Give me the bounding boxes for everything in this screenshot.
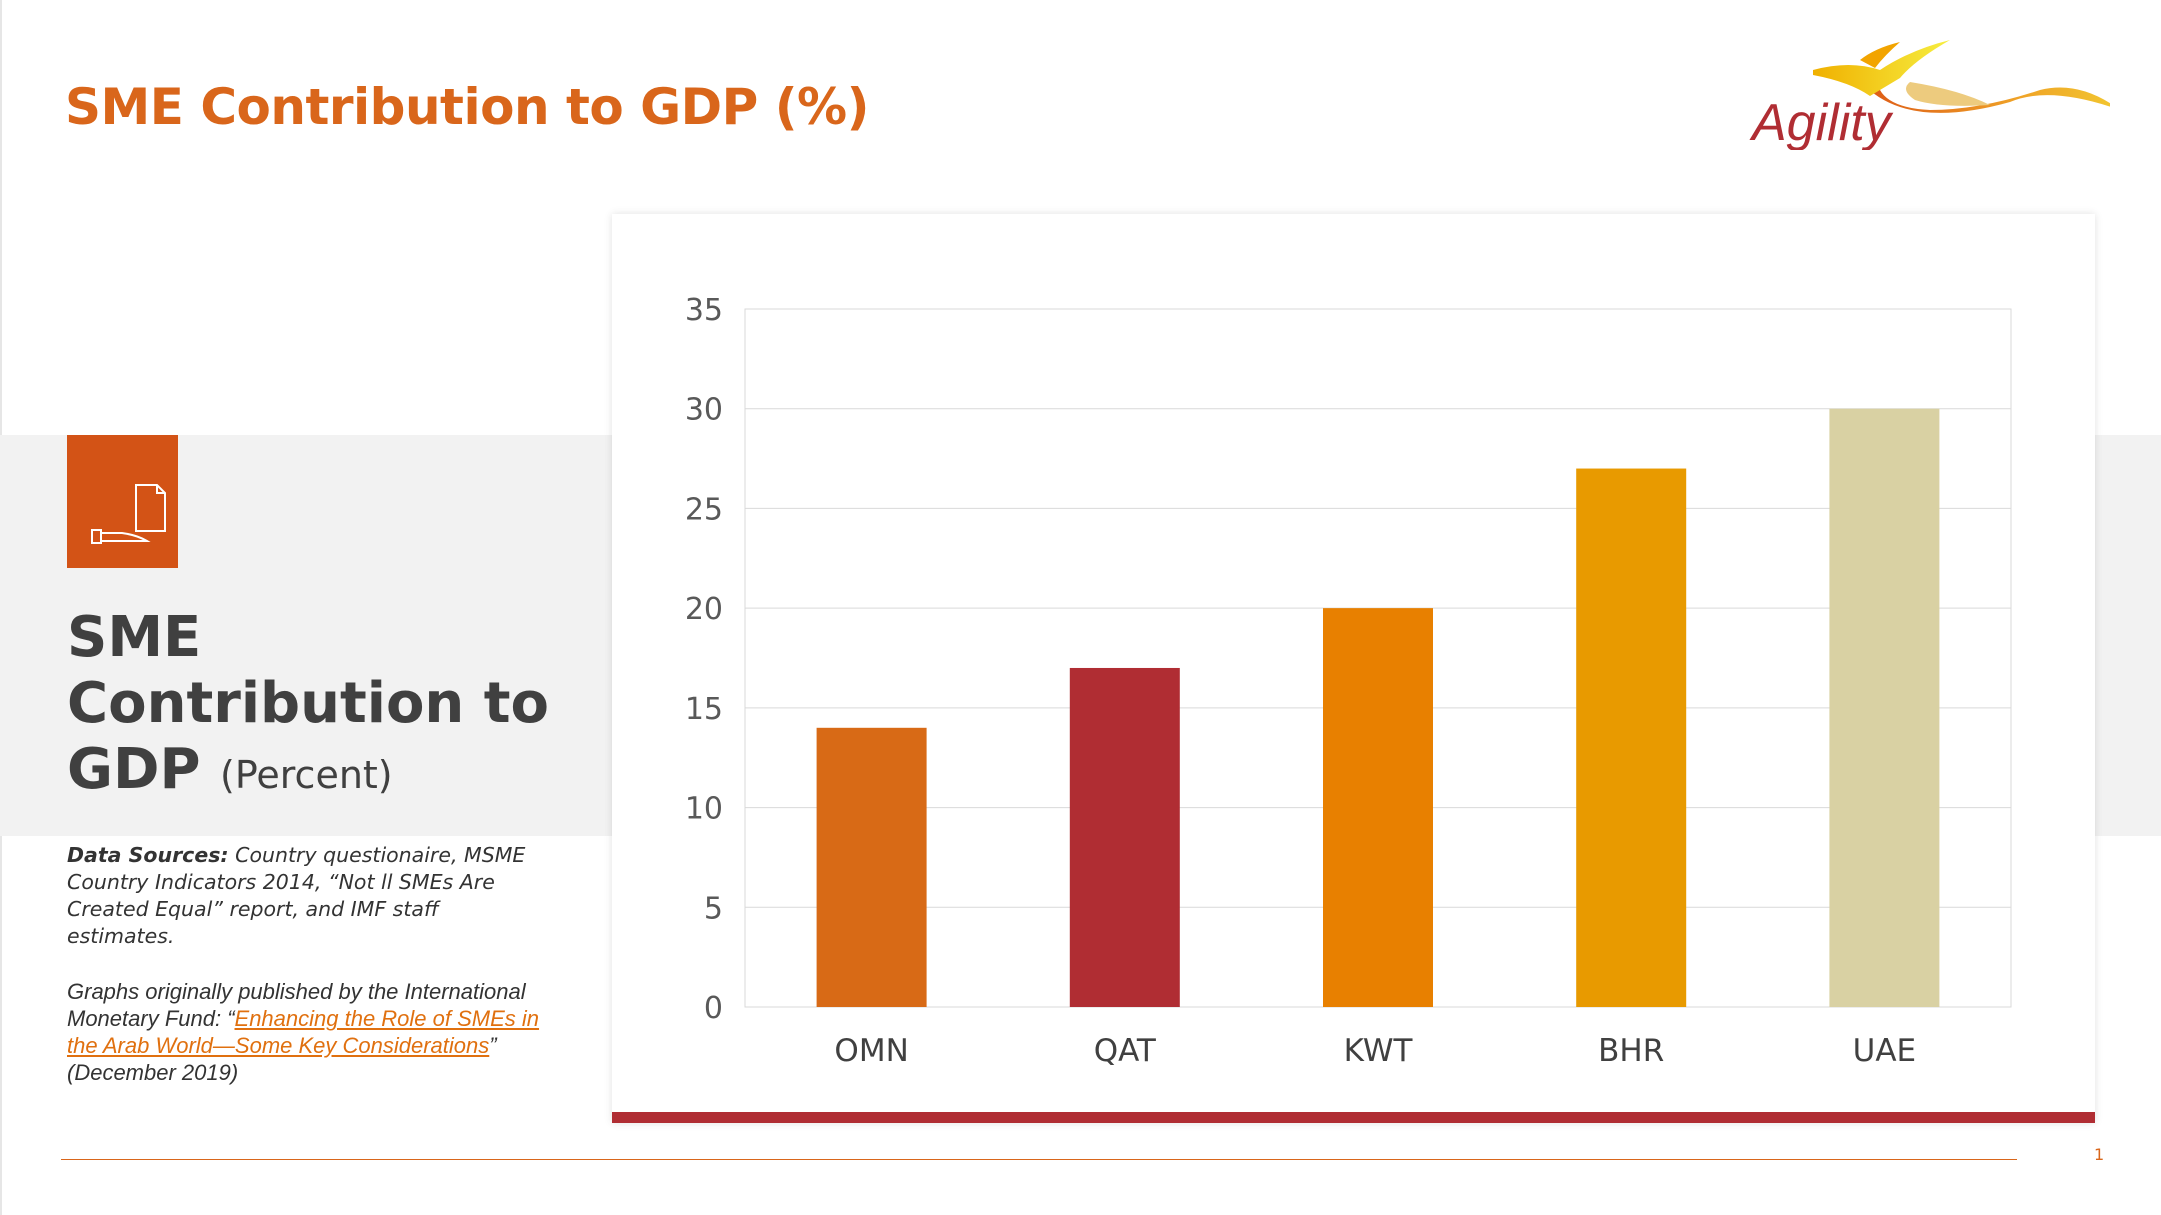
- document-hand-icon: [91, 484, 166, 544]
- sources-label: Data Sources:: [67, 843, 229, 867]
- x-tick-label: QAT: [1094, 1033, 1157, 1069]
- x-tick-label: KWT: [1344, 1033, 1414, 1069]
- y-tick-label: 10: [685, 792, 723, 827]
- y-tick-label: 0: [704, 991, 723, 1026]
- icon-box: [67, 435, 178, 568]
- x-tick-label: UAE: [1853, 1033, 1916, 1069]
- data-sources: Data Sources: Country questionaire, MSME…: [67, 842, 547, 950]
- y-tick-label: 20: [685, 592, 723, 627]
- bar-kwt: [1323, 608, 1433, 1007]
- bar-qat: [1069, 667, 1180, 1007]
- sources-text: Country questionaire, MSME Country Indic…: [67, 843, 526, 948]
- bar-bhr: [1576, 468, 1687, 1007]
- graphs-prefix: Graphs originally published by the Inter…: [67, 979, 526, 1031]
- bar-uae: [1829, 408, 1940, 1007]
- graphs-suffix: ” (December 2019): [67, 1033, 497, 1085]
- x-tick-label: BHR: [1598, 1033, 1664, 1069]
- x-tick-label: OMN: [834, 1033, 908, 1069]
- logo-text: Agility: [1749, 94, 1894, 150]
- sidebar-heading-sub: (Percent): [220, 753, 393, 797]
- sidebar-heading: SME Contribution to GDP (Percent): [67, 605, 587, 808]
- y-tick-label: 5: [704, 891, 723, 926]
- y-tick-label: 35: [685, 293, 723, 328]
- sidebar-heading-main: SME Contribution to GDP: [67, 605, 550, 802]
- y-tick-label: 15: [685, 692, 723, 727]
- agility-logo: Agility: [1700, 30, 2120, 152]
- y-tick-label: 30: [685, 393, 723, 428]
- card-bottom-bar: [612, 1112, 2095, 1123]
- slide-title: SME Contribution to GDP (%): [65, 78, 870, 136]
- bar-chart: 0 5 10 15 20 25 30 35 OMN QAT KWT BHR UAE: [685, 293, 2012, 1069]
- graphs-attribution: Graphs originally published by the Inter…: [67, 978, 547, 1086]
- footer-line: [61, 1159, 2017, 1160]
- bar-omn: [816, 727, 927, 1007]
- imf-report-link[interactable]: Enhancing the Role of SMEs in the Arab W…: [67, 1006, 540, 1058]
- y-tick-label: 25: [685, 492, 723, 527]
- page-number: 1: [2094, 1145, 2105, 1164]
